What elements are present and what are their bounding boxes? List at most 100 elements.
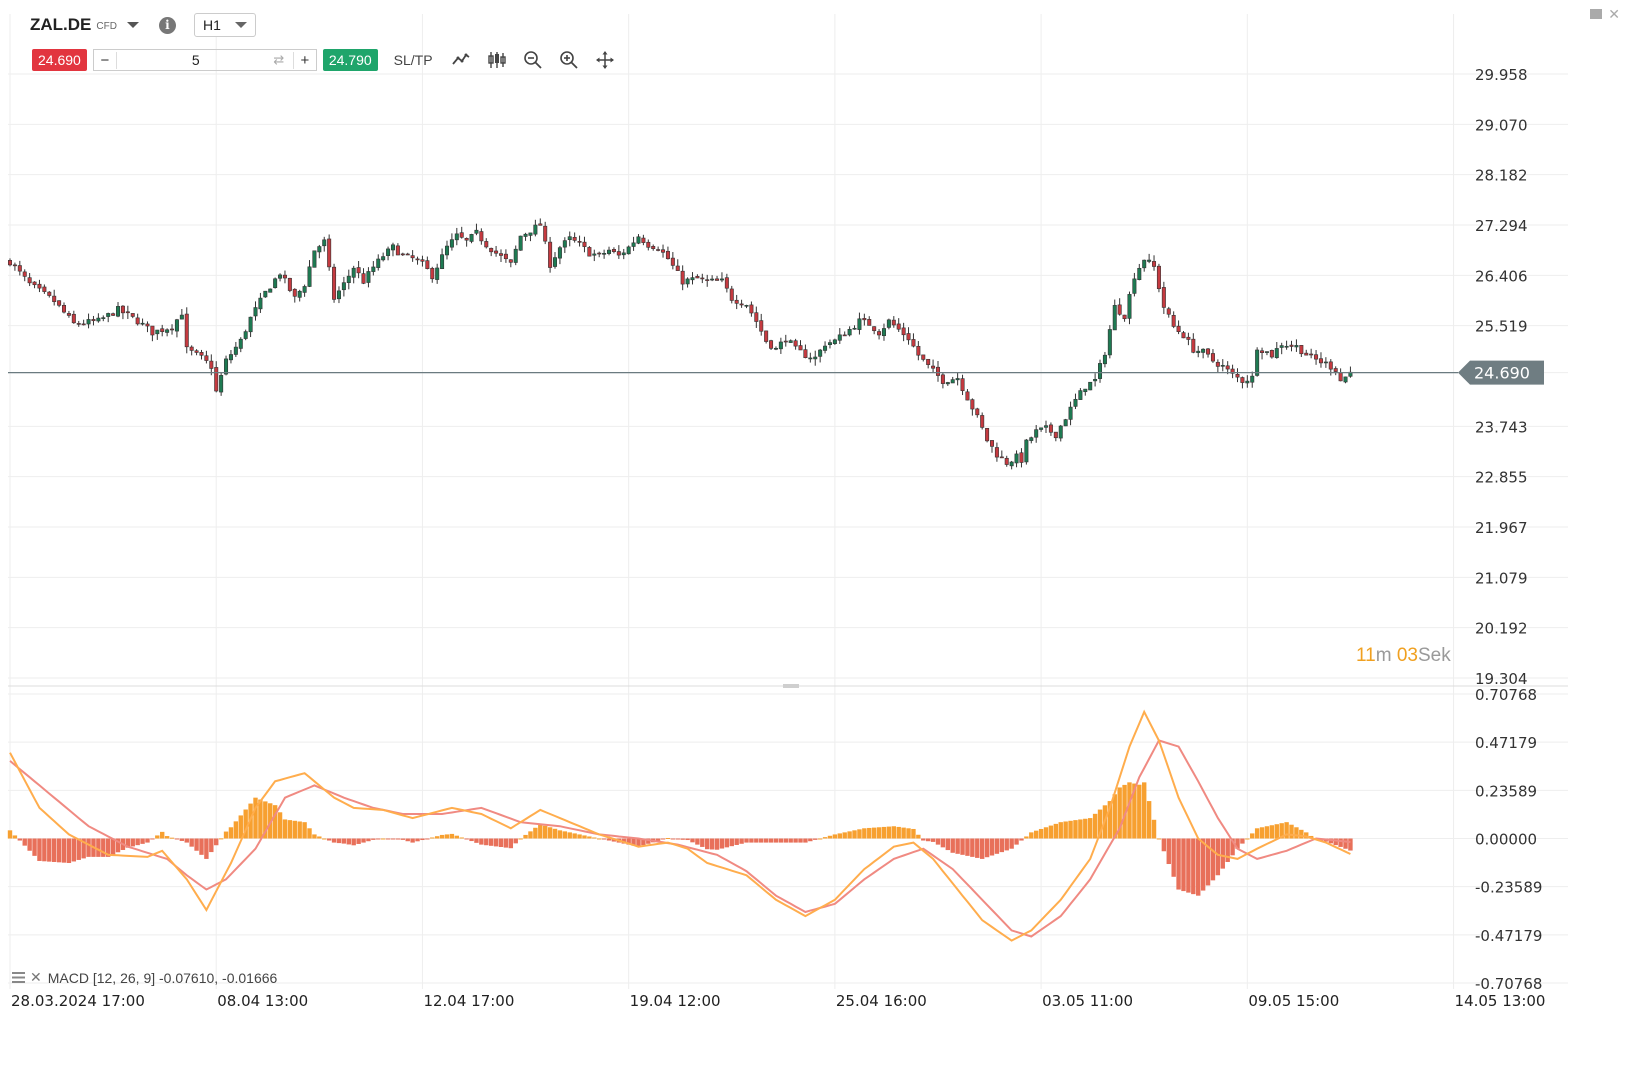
- countdown-seconds: 03: [1396, 645, 1418, 666]
- swap-icon[interactable]: ⇄: [273, 52, 285, 67]
- line-chart-icon[interactable]: [451, 50, 471, 70]
- candle-body: [410, 255, 415, 259]
- indicator-label: MACD [12, 26, 9] -0.07610, -0.01666: [47, 969, 278, 986]
- candle-body: [818, 349, 823, 357]
- candle-body: [219, 375, 224, 393]
- candle-body: [931, 365, 936, 369]
- candle-body: [567, 236, 572, 241]
- quantity-stepper[interactable]: − 5 ⇄ +: [92, 49, 317, 71]
- macd-histogram-bar: [916, 834, 921, 839]
- symbol-name[interactable]: ZAL.DE: [30, 15, 92, 34]
- candle-body: [1201, 348, 1206, 353]
- move-icon[interactable]: [595, 50, 615, 70]
- macd-histogram-bar: [71, 838, 77, 862]
- macd-histogram-bar: [979, 838, 985, 859]
- candle-body: [346, 275, 351, 283]
- macd-histogram-bar: [817, 838, 823, 840]
- timeframe-select[interactable]: H1: [193, 13, 256, 37]
- macd-histogram-bar: [1088, 818, 1093, 839]
- macd-histogram-bar: [474, 838, 479, 843]
- candle-body: [449, 239, 454, 248]
- candle-body: [1088, 381, 1093, 391]
- remove-indicator-icon[interactable]: ✕: [30, 969, 42, 985]
- quantity-input[interactable]: 5: [191, 52, 200, 68]
- zoom-in-icon[interactable]: [559, 50, 579, 70]
- macd-histogram-bar: [1186, 838, 1191, 893]
- candle-body: [985, 427, 990, 442]
- candle-body: [921, 354, 926, 360]
- candle-body: [911, 339, 916, 347]
- candle-body: [498, 253, 503, 256]
- macd-histogram-bar: [1304, 832, 1309, 839]
- macd-histogram-bar: [601, 838, 607, 840]
- candle-body: [847, 328, 852, 336]
- time-axis-tick-label: 14.05 13:00: [1455, 992, 1546, 1010]
- macd-histogram-bar: [361, 838, 366, 843]
- candle-body: [1053, 431, 1058, 439]
- candle-body: [135, 317, 140, 325]
- macd-histogram-bar: [744, 838, 749, 843]
- sltp-button[interactable]: SL/TP: [393, 52, 433, 68]
- candle-body: [312, 250, 317, 268]
- close-icon[interactable]: ✕: [1608, 6, 1620, 22]
- candle-body: [719, 278, 724, 281]
- candle-body: [1318, 358, 1323, 364]
- candle-body: [258, 297, 263, 310]
- price-axis-tick-label: 25.519: [1475, 318, 1528, 336]
- candle-body: [435, 267, 440, 280]
- macd-histogram: [7, 782, 1353, 896]
- candle-body: [479, 231, 484, 242]
- candlestick-icon[interactable]: [487, 50, 507, 70]
- indicator-settings-icon[interactable]: [12, 972, 25, 983]
- candle-countdown: 11m 03Sek: [1356, 645, 1451, 667]
- increase-button[interactable]: +: [292, 51, 316, 69]
- candle-body: [228, 354, 233, 361]
- window-controls: ✕: [1590, 6, 1620, 22]
- zoom-out-icon[interactable]: [523, 50, 543, 70]
- candle-body: [1181, 332, 1186, 339]
- candle-body: [464, 237, 469, 241]
- macd-histogram-bar: [827, 835, 833, 839]
- candle-body: [381, 256, 386, 261]
- macd-histogram-bar: [729, 838, 734, 847]
- minimize-icon[interactable]: [1590, 9, 1603, 19]
- candle-body: [587, 247, 592, 257]
- macd-histogram-bar: [552, 828, 558, 839]
- candle-body: [665, 250, 670, 260]
- candle-body: [1294, 345, 1299, 348]
- macd-histogram-bar: [896, 826, 901, 839]
- candle-body: [734, 299, 739, 304]
- symbol-dropdown-icon[interactable]: [126, 22, 139, 28]
- macd-histogram-bar: [930, 838, 936, 842]
- macd-histogram-bar: [209, 838, 214, 853]
- candle-body: [548, 241, 553, 268]
- candle-body: [1328, 361, 1333, 370]
- buy-price-button[interactable]: 24.790: [322, 49, 378, 71]
- candle-body: [857, 318, 862, 330]
- macd-histogram-bar: [1235, 838, 1240, 849]
- candle-body: [621, 252, 626, 256]
- decrease-button[interactable]: −: [94, 51, 117, 69]
- macd-histogram-bar: [351, 838, 356, 846]
- time-axis-tick-label: 28.03.2024 17:00: [11, 992, 145, 1010]
- candle-body: [37, 283, 42, 289]
- candle-body: [1191, 338, 1196, 353]
- candle-body: [636, 236, 641, 244]
- candle-body: [1309, 353, 1314, 356]
- candle-body: [307, 266, 312, 287]
- macd-histogram-bar: [1171, 838, 1176, 877]
- macd-histogram-bar: [837, 833, 842, 839]
- candle-body: [793, 340, 798, 347]
- macd-histogram-bar: [921, 838, 926, 841]
- candle-body: [940, 374, 945, 384]
- macd-histogram-bar: [705, 838, 710, 850]
- macd-histogram-bar: [322, 838, 327, 840]
- current-price-label: 24.690: [1474, 364, 1530, 383]
- candle-body: [759, 320, 764, 332]
- macd-histogram-bar: [1033, 830, 1039, 839]
- macd-histogram-bar: [572, 833, 577, 839]
- candle-body: [32, 281, 37, 286]
- sell-price-button[interactable]: 24.690: [32, 49, 87, 71]
- info-icon[interactable]: i: [158, 16, 176, 34]
